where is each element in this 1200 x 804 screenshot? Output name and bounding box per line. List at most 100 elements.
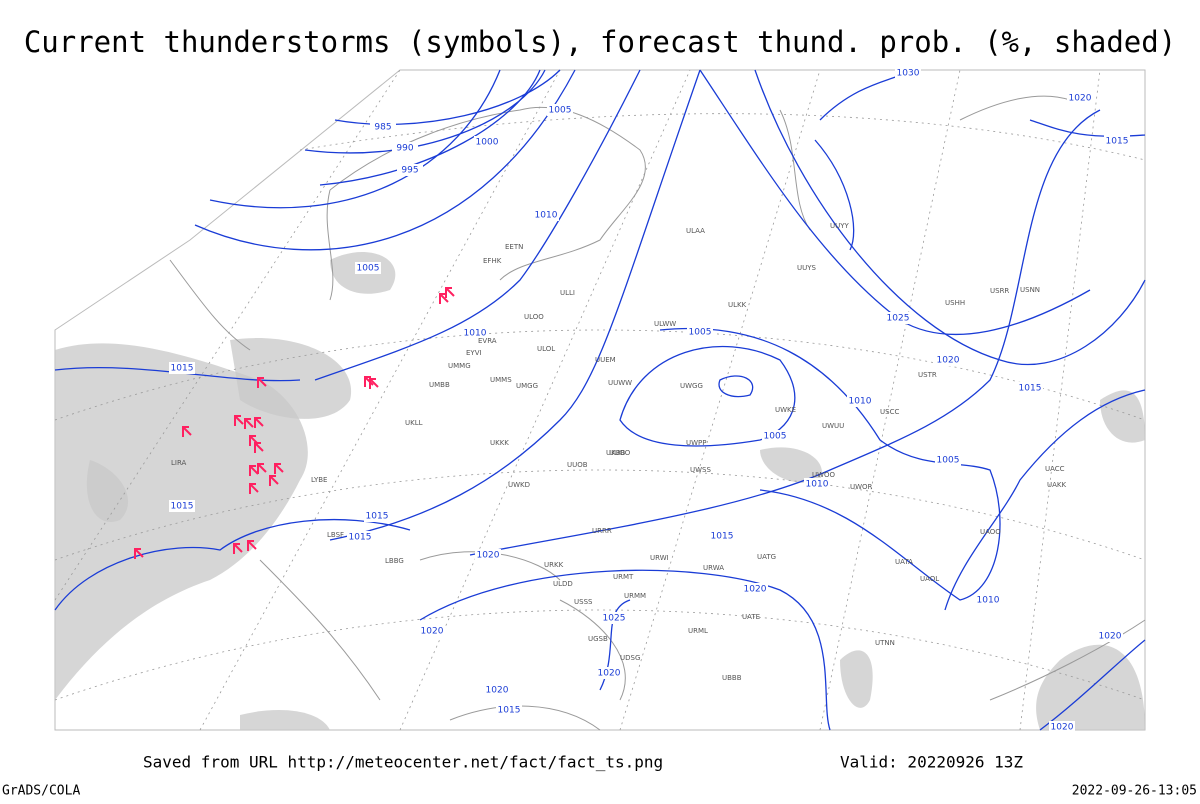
isobar-label-bg bbox=[601, 612, 627, 624]
isobar-label: 1010 bbox=[535, 211, 558, 221]
isobar-label: 1020 bbox=[1051, 723, 1074, 733]
isobar-label-bg bbox=[533, 209, 559, 221]
station-label: URWA bbox=[703, 564, 724, 572]
station-label: UMMG bbox=[448, 362, 471, 370]
isobar-label: 1005 bbox=[689, 328, 712, 338]
map-frame bbox=[54, 69, 1146, 731]
station-label: UWOO bbox=[812, 471, 836, 479]
isobar-label: 1005 bbox=[357, 264, 380, 274]
station-label: URKK bbox=[544, 561, 564, 569]
isobar-label: 1020 bbox=[1099, 632, 1122, 642]
thunderstorm-symbol bbox=[247, 540, 257, 551]
isobar-label: 1010 bbox=[849, 397, 872, 407]
isobar-label-bg bbox=[1097, 630, 1123, 642]
station-label: UWUU bbox=[822, 422, 844, 430]
isobar-label-bg bbox=[370, 121, 396, 133]
station-label: URMT bbox=[613, 573, 634, 581]
isobar-label: 1015 bbox=[1106, 137, 1129, 147]
isobar-label: 1015 bbox=[366, 512, 389, 522]
isobar-label-bg bbox=[804, 478, 830, 490]
station-label: UUWW bbox=[608, 379, 632, 387]
title: Current thunderstorms (symbols), forecas… bbox=[24, 25, 1176, 59]
station-label: UMGG bbox=[516, 382, 538, 390]
thunderstorm-symbol bbox=[249, 465, 259, 476]
isobar-label: 1015 bbox=[349, 533, 372, 543]
isobar-label-bg bbox=[742, 583, 768, 595]
station-label: ULDD bbox=[553, 580, 573, 588]
station-label: LBSF bbox=[327, 531, 344, 539]
isobar-label-bg bbox=[462, 327, 488, 339]
isobar-label: 1000 bbox=[476, 138, 499, 148]
isobar-label-bg bbox=[496, 704, 522, 716]
isobar-label: 1010 bbox=[464, 329, 487, 339]
station-label: ULKK bbox=[728, 301, 747, 309]
isobar-label-bg bbox=[596, 667, 622, 679]
isobar-label: 1025 bbox=[603, 614, 626, 624]
isobar-label-bg bbox=[474, 136, 500, 148]
graticule bbox=[54, 69, 1146, 731]
station-labels: ULAA ULLI ULOO ULOL UUEM UUWW UMMS UMGG UKLL UKKK… bbox=[171, 222, 1067, 682]
station-label: UAOL bbox=[920, 575, 939, 583]
isobar-label-bg bbox=[1104, 135, 1130, 147]
thunderstorm-symbol bbox=[134, 548, 144, 559]
station-label: UUEM bbox=[595, 356, 616, 364]
isobar-label: 1030 bbox=[897, 69, 920, 79]
isobar-label: 995 bbox=[401, 166, 418, 176]
station-label: ULOO bbox=[524, 313, 544, 321]
isobar-label: 1020 bbox=[744, 585, 767, 595]
isobar-label-bg bbox=[762, 430, 788, 442]
isobar-label: 1015 bbox=[711, 532, 734, 542]
isobar-label-bg bbox=[709, 530, 735, 542]
isobar-label: 1005 bbox=[937, 456, 960, 466]
station-label: UWSS bbox=[690, 466, 711, 474]
station-label: UUOB bbox=[567, 461, 588, 469]
isobar-label: 1015 bbox=[171, 502, 194, 512]
isobar-label-bg bbox=[397, 164, 423, 176]
isobar-label: 1020 bbox=[421, 627, 444, 637]
isobar-label: 1020 bbox=[477, 551, 500, 561]
station-label: UDSG bbox=[620, 654, 640, 662]
isobar-label: 1025 bbox=[887, 314, 910, 324]
isobar-label: 1020 bbox=[937, 356, 960, 366]
thunderstorm-symbol bbox=[269, 475, 279, 486]
station-label: UMMS bbox=[490, 376, 512, 384]
station-label: URRR bbox=[592, 527, 612, 535]
station-label: UMBB bbox=[429, 381, 450, 389]
station-label: USHH bbox=[945, 299, 965, 307]
isobar-label: 985 bbox=[374, 123, 391, 133]
isobar-label-bg bbox=[475, 549, 501, 561]
station-label: URML bbox=[688, 627, 708, 635]
isobar-label: 1010 bbox=[806, 480, 829, 490]
station-label: EYVI bbox=[466, 349, 482, 357]
coastlines bbox=[169, 95, 1146, 731]
station-label: USTR bbox=[918, 371, 937, 379]
station-label: URMM bbox=[624, 592, 646, 600]
isobar-label: 1015 bbox=[1019, 384, 1042, 394]
isobar-label-bg bbox=[419, 625, 445, 637]
valid-time: Valid: 20220926 13Z bbox=[840, 753, 1023, 772]
station-label: EFHK bbox=[483, 257, 502, 265]
station-label: UKKK bbox=[490, 439, 509, 447]
isobars bbox=[54, 69, 1146, 731]
isobar-label: 1020 bbox=[1069, 94, 1092, 104]
isobar-label: 1005 bbox=[549, 106, 572, 116]
isobar-label: 990 bbox=[396, 144, 413, 154]
isobar-label-bg bbox=[935, 354, 961, 366]
isobar-label: 1015 bbox=[498, 706, 521, 716]
station-label: UWGG bbox=[680, 382, 703, 390]
station-label: ULWW bbox=[654, 320, 676, 328]
isobar-label: 1020 bbox=[598, 669, 621, 679]
isobar-label-bg bbox=[687, 326, 713, 338]
thunderstorm-symbol bbox=[439, 293, 449, 304]
station-label: UTNN bbox=[875, 639, 895, 647]
station-label: UWOR bbox=[850, 483, 873, 491]
isobar-label-bg bbox=[547, 104, 573, 116]
station-label: UATE bbox=[742, 613, 760, 621]
station-label: UGSB bbox=[588, 635, 608, 643]
station-label: UWPP bbox=[686, 439, 707, 447]
shading bbox=[55, 251, 1145, 730]
station-label: UUYS bbox=[797, 264, 817, 272]
timestamp: 2022-09-26-13:05 bbox=[1072, 784, 1197, 799]
